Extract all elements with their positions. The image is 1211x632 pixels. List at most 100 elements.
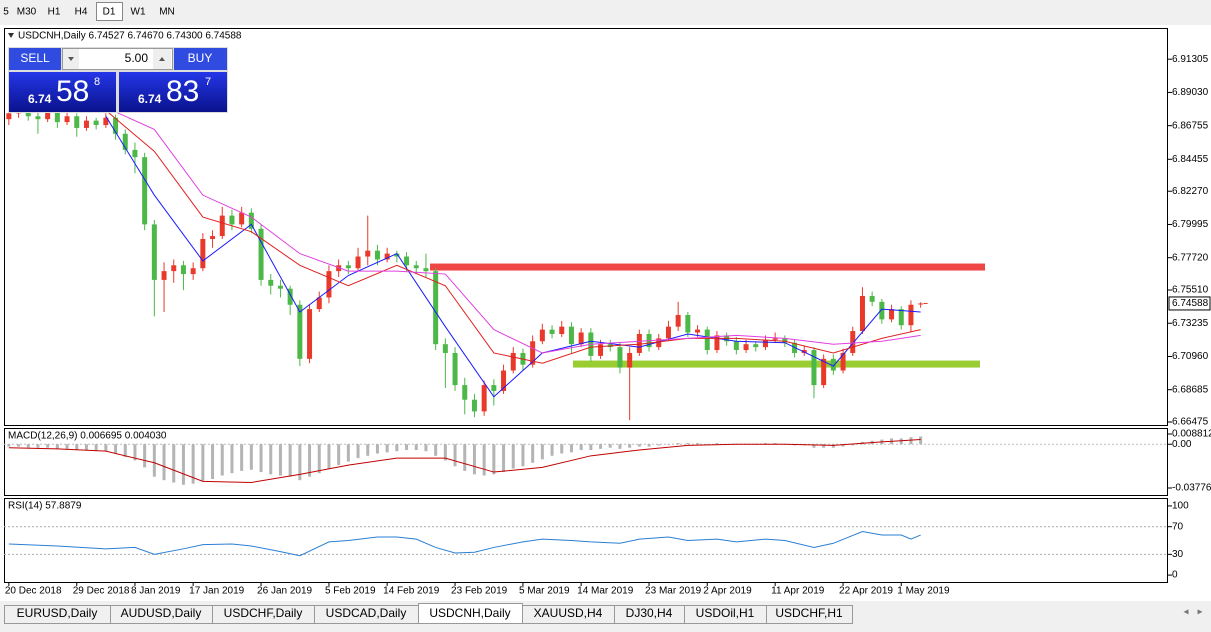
macd-bar	[453, 444, 457, 467]
candle-body	[190, 268, 196, 275]
x-tick-label: 5 Feb 2019	[325, 586, 376, 597]
macd-bar	[375, 444, 379, 454]
macd-bar	[405, 444, 409, 451]
candle-body	[54, 110, 60, 123]
y-tick-label: 0	[1172, 570, 1178, 581]
candle-body	[549, 329, 555, 334]
macd-bar	[831, 444, 835, 448]
macd-bar	[395, 444, 399, 452]
volume-box[interactable]	[62, 48, 173, 70]
y-tick-label: 6.77720	[1172, 252, 1209, 263]
y-tick-label: 6.70960	[1172, 351, 1209, 362]
candle-body	[704, 329, 710, 351]
macd-bar	[822, 444, 826, 448]
tab[interactable]	[766, 605, 853, 624]
macd-bar	[472, 444, 476, 475]
macd-bar	[269, 444, 273, 475]
candle-body	[374, 250, 380, 260]
macd-bar	[696, 443, 700, 445]
macd-bar	[560, 444, 564, 454]
candle-body	[821, 358, 827, 386]
candle-body	[491, 385, 497, 391]
candle-body	[568, 326, 574, 345]
sell-button[interactable]	[9, 48, 61, 70]
macd-bar	[812, 444, 816, 448]
timeframe-button[interactable]	[68, 2, 95, 21]
indicator-line	[8, 439, 921, 483]
indicator-line	[105, 110, 921, 364]
tab-label: USDCHF,H1	[775, 606, 843, 620]
bid-box[interactable]	[9, 72, 116, 112]
buy-button[interactable]	[174, 48, 227, 70]
candle-body	[336, 265, 342, 272]
macd-bar	[84, 444, 88, 451]
x-tick-label: 23 Feb 2019	[451, 586, 508, 597]
ask-pips: 83	[166, 75, 199, 108]
candle-body	[64, 116, 70, 123]
timeframe-button[interactable]	[124, 2, 153, 21]
candle-body	[733, 341, 739, 351]
macd-bar	[647, 444, 651, 447]
macd-bar	[230, 444, 234, 474]
scroll-right[interactable]: ▸	[1197, 607, 1202, 618]
macd-bar	[327, 444, 331, 469]
y-tick-label: 6.73235	[1172, 318, 1209, 329]
level-line	[573, 360, 980, 368]
macd-bar	[531, 444, 535, 463]
candle-body	[171, 265, 177, 272]
candle-body	[481, 385, 487, 412]
candle-body	[433, 271, 439, 345]
candle-body	[239, 212, 245, 225]
macd-bar	[308, 444, 312, 477]
tab-label: DJ30,H4	[626, 606, 673, 620]
candle-body	[753, 344, 759, 348]
macd-bar	[46, 444, 50, 448]
candle-body	[122, 133, 128, 150]
ask-big: 6.74	[138, 92, 162, 106]
bid-point: 8	[94, 76, 100, 88]
candle-body	[423, 268, 429, 272]
indicator-line	[105, 107, 921, 354]
up-arrow	[159, 57, 165, 61]
y-tick-label: 6.66475	[1172, 417, 1209, 428]
timeframe-button[interactable]	[42, 2, 67, 21]
candle-body	[617, 347, 623, 368]
timeframe-label: H1	[48, 7, 61, 18]
macd-bar	[579, 444, 583, 451]
last-price-label: 6.74588	[1172, 298, 1209, 309]
timeframe-label: MN	[159, 7, 175, 18]
macd-bar	[773, 443, 777, 445]
candle-body	[559, 326, 565, 334]
macd-bar	[686, 443, 690, 445]
scroll-left[interactable]: ◂	[1183, 607, 1188, 618]
candle-body	[316, 297, 322, 310]
macd-bar	[123, 444, 127, 457]
candle-body	[248, 212, 254, 229]
timeframe-button[interactable]	[154, 2, 181, 21]
timeframe-button[interactable]	[13, 2, 41, 21]
candle-body	[326, 271, 332, 298]
macd-bar	[152, 444, 156, 477]
trade-panel: SELL 5.00 BUY 6.74 58 8 6.74 83 7	[8, 47, 228, 113]
y-tick-label: 6.86755	[1172, 120, 1209, 131]
y-tick-label: 0.008812	[1172, 429, 1211, 440]
ask-box[interactable]	[119, 72, 227, 112]
macd-bar	[521, 444, 525, 467]
timeframe-button[interactable]	[96, 2, 123, 21]
candle-body	[782, 338, 788, 343]
macd-bar	[172, 444, 176, 483]
buy-label: BUY	[188, 51, 213, 65]
macd-bar	[7, 444, 11, 447]
macd-bar	[162, 444, 166, 481]
candle-body	[45, 110, 51, 120]
timeframe-label: M30	[17, 7, 37, 18]
macd-bar	[36, 444, 40, 448]
x-tick-label: 23 Mar 2019	[645, 586, 702, 597]
rsi-title: RSI(14) 57.8879	[8, 501, 82, 512]
candle-body	[74, 116, 80, 128]
timeframe-button[interactable]	[0, 2, 13, 21]
candle-body	[879, 301, 885, 320]
candle-body	[578, 332, 584, 345]
macd-bar	[55, 444, 59, 449]
x-tick-label: 22 Apr 2019	[839, 586, 893, 597]
